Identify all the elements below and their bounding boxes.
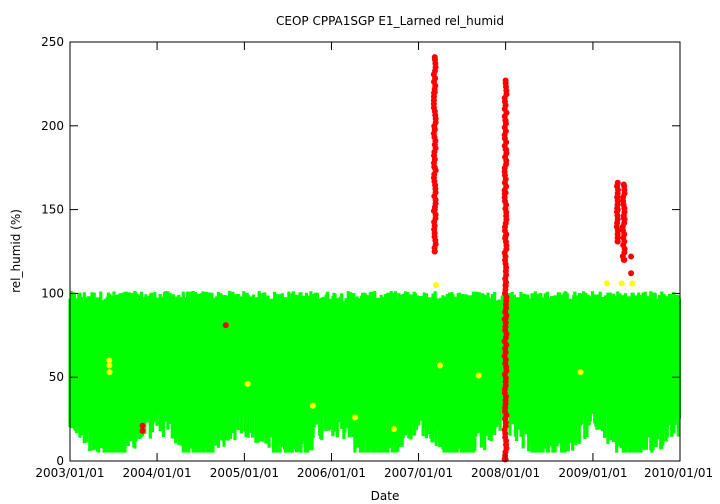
x-tick-label: 2006/01/01 bbox=[297, 466, 366, 480]
red-point bbox=[431, 54, 438, 61]
x-tick-label: 2009/01/01 bbox=[558, 466, 627, 480]
chart-title: CEOP CPPA1SGP E1_Larned rel_humid bbox=[276, 14, 504, 28]
plot-area bbox=[68, 54, 681, 463]
x-tick-label: 2005/01/01 bbox=[210, 466, 279, 480]
red-point bbox=[431, 89, 438, 96]
yellow-point bbox=[106, 369, 113, 376]
y-axis-label: rel_humid (%) bbox=[9, 209, 23, 293]
red-point bbox=[502, 282, 509, 289]
red-point bbox=[628, 270, 635, 277]
red-point bbox=[620, 181, 627, 188]
red-point bbox=[614, 206, 621, 213]
yellow-point bbox=[629, 280, 636, 287]
x-tick-label: 2007/01/01 bbox=[384, 466, 453, 480]
red-point bbox=[431, 248, 438, 255]
yellow-point bbox=[352, 414, 359, 421]
yellow-point bbox=[577, 369, 584, 376]
red-point bbox=[431, 164, 438, 171]
series-green-band bbox=[68, 290, 681, 453]
yellow-point bbox=[309, 402, 316, 409]
red-point bbox=[502, 146, 509, 153]
red-point bbox=[502, 189, 509, 196]
y-tick-label: 200 bbox=[41, 119, 64, 133]
x-axis-label: Date bbox=[371, 489, 400, 503]
red-point bbox=[502, 233, 509, 240]
red-point bbox=[614, 238, 621, 245]
red-point bbox=[139, 422, 146, 429]
yellow-point bbox=[390, 426, 397, 433]
yellow-point bbox=[437, 362, 444, 369]
red-point bbox=[502, 117, 509, 124]
x-tick-label: 2010/01/01 bbox=[644, 466, 713, 480]
red-point bbox=[628, 253, 635, 260]
axes: 0 50 100 150 200 250 2003/01/01 2004/01/01 2005/… bbox=[35, 35, 713, 480]
yellow-point bbox=[475, 372, 482, 379]
red-point bbox=[431, 206, 438, 213]
x-tick-label: 2008/01/01 bbox=[471, 466, 540, 480]
yellow-point bbox=[432, 282, 439, 289]
red-point bbox=[502, 77, 509, 84]
red-point bbox=[502, 315, 509, 322]
x-tick-label: 2003/01/01 bbox=[35, 466, 104, 480]
yellow-point bbox=[604, 280, 611, 287]
yellow-point bbox=[106, 357, 113, 364]
yellow-point bbox=[244, 380, 251, 387]
y-tick-label: 250 bbox=[41, 35, 64, 49]
red-point bbox=[222, 322, 229, 329]
red-point bbox=[139, 427, 146, 434]
y-tick-label: 50 bbox=[49, 370, 64, 384]
yellow-point bbox=[106, 362, 113, 369]
red-point bbox=[620, 214, 627, 221]
plot-frame bbox=[69, 41, 681, 462]
y-tick-label: 100 bbox=[41, 286, 64, 300]
red-point bbox=[431, 126, 438, 133]
y-tick-label: 0 bbox=[56, 454, 64, 468]
red-point bbox=[614, 179, 621, 186]
x-tick-label: 2004/01/01 bbox=[122, 466, 191, 480]
red-point bbox=[620, 256, 627, 263]
yellow-point bbox=[618, 280, 625, 287]
y-tick-label: 150 bbox=[41, 203, 64, 217]
